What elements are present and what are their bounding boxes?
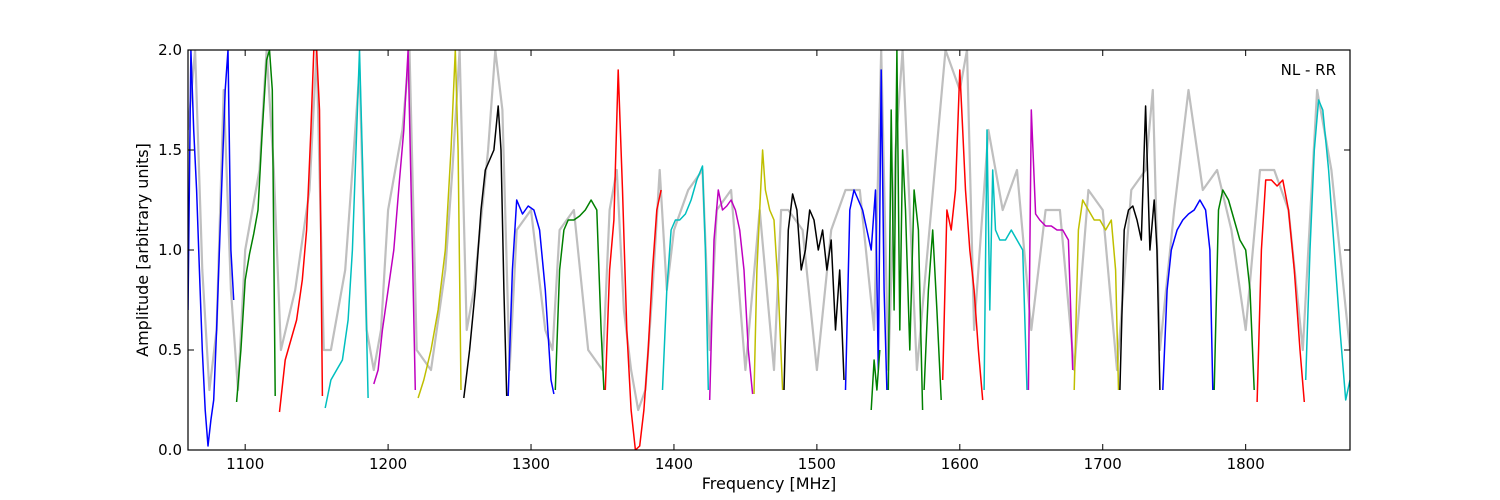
- x-axis-label: Frequency [MHz]: [702, 474, 836, 493]
- series-line-20: [983, 129, 1028, 391]
- series-line-14: [783, 193, 845, 391]
- x-tick-label: 1100: [226, 455, 264, 473]
- series-line-22: [1073, 199, 1120, 391]
- series-line-16: [887, 50, 924, 411]
- series-line-12: [708, 189, 754, 401]
- series-line-27: [1304, 99, 1350, 401]
- series-line-6: [417, 50, 462, 399]
- series-line-9: [554, 199, 605, 391]
- series-line-23: [1119, 105, 1161, 391]
- plot-area: [188, 50, 1350, 450]
- series-line-3: [278, 50, 324, 413]
- series-line-25: [1213, 189, 1255, 391]
- y-tick-label: 1.0: [158, 241, 182, 259]
- series-line-5: [373, 50, 417, 391]
- y-tick-label: 2.0: [158, 41, 182, 59]
- y-tick-label: 1.5: [158, 141, 182, 159]
- series-line-11: [661, 165, 710, 391]
- panel-annotation: NL - RR: [1281, 61, 1336, 79]
- series-line-21: [1027, 109, 1074, 391]
- series-line-7: [463, 105, 508, 399]
- x-tick-label: 1500: [798, 455, 836, 473]
- x-tick-label: 1700: [1084, 455, 1122, 473]
- series-line-15: [844, 69, 888, 391]
- x-tick-label: 1800: [1227, 455, 1265, 473]
- series-line-13: [753, 149, 784, 395]
- y-tick-label: 0.0: [158, 441, 182, 459]
- axes: 1100 1200 1300 1400 1500 1600 1700 1800 0.0 0.5 1.…: [158, 41, 1350, 473]
- series-line-1: [188, 50, 235, 447]
- x-tick-label: 1400: [655, 455, 693, 473]
- y-tick-label: 0.5: [158, 341, 182, 359]
- series-line-24: [1162, 199, 1214, 391]
- y-axis-label: Amplitude [arbitrary units]: [133, 143, 152, 357]
- series-line-18: [923, 229, 942, 401]
- x-tick-label: 1600: [941, 455, 979, 473]
- x-tick-label: 1300: [512, 455, 550, 473]
- series-line-19: [941, 69, 984, 401]
- series-line-4: [324, 50, 369, 409]
- series-line-17: [870, 349, 881, 411]
- series-line-2: [235, 50, 276, 403]
- series-line-8: [507, 199, 555, 397]
- series-line-10: [604, 69, 662, 450]
- background-trace-line: [188, 50, 1350, 412]
- x-tick-label: 1200: [369, 455, 407, 473]
- series-line-26: [1256, 179, 1306, 403]
